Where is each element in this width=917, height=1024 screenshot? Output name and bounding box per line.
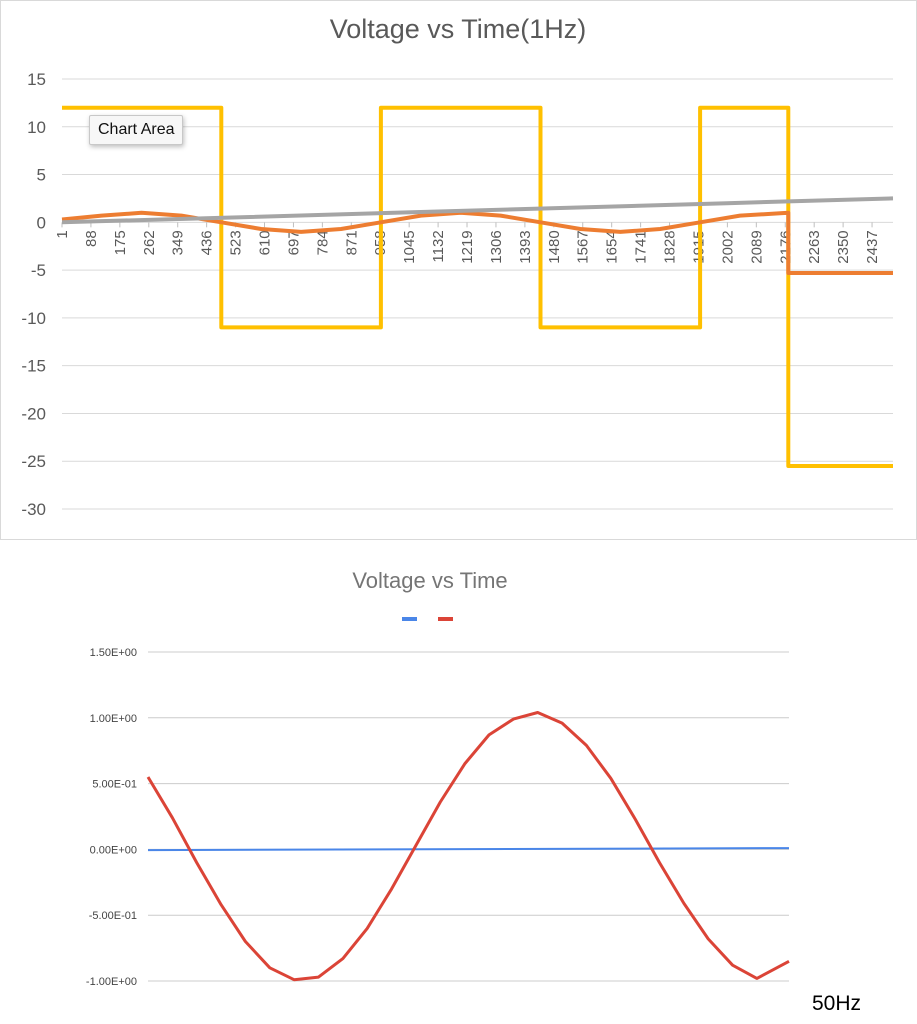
chart-1-series-line-1 (62, 105, 893, 468)
chart-2-legend-swatch-2 (438, 617, 453, 621)
chart-1-y-tick-label: -30 (21, 500, 46, 519)
chart-1-x-tick-label: 1567 (575, 230, 592, 263)
chart-1-x-tick-label: 1654 (604, 230, 621, 263)
chart-1-svg: Voltage vs Time(1Hz) 15 10 5 0 -5 -10 -15 -20 -25… (21, 14, 894, 519)
chart-2-svg: Voltage vs Time 1.50E+00 1.00E+00 5.00E-01 0… (86, 568, 790, 988)
chart-1-title: Voltage vs Time(1Hz) (330, 14, 587, 44)
chart-1-y-tick-label: 5 (37, 166, 46, 185)
chart-1-x-tick-label: 2002 (719, 230, 736, 263)
chart-1-panel: Voltage vs Time(1Hz) 15 10 5 0 -5 -10 -15 -20 -25… (0, 0, 917, 540)
chart-1-x-tick-label: 2263 (806, 230, 823, 263)
chart-2-y-tick-label: 5.00E-01 (92, 779, 137, 791)
chart-2-legend-swatch-1 (402, 617, 417, 621)
chart-1-x-tick-label: 1828 (662, 230, 679, 263)
chart-1-x-tick-label: 697 (285, 230, 302, 255)
chart-1-x-tick-label: 1 (54, 230, 71, 238)
chart-2-title: Voltage vs Time (352, 568, 507, 593)
chart-1-x-tick-label: 1741 (633, 230, 650, 263)
chart-1-x-tick-label: 349 (170, 230, 187, 255)
chart-1-x-tick-label: 784 (314, 230, 331, 255)
chart-1-y-tick-label: -20 (21, 404, 46, 423)
chart-1-x-tick-label: 610 (257, 230, 274, 255)
chart-1-y-tick-label: 15 (27, 70, 46, 89)
chart-1-x-tick-label: 1132 (430, 230, 447, 262)
chart-1-x-tick-label: 2089 (748, 230, 765, 263)
chart-2-y-tick-label: -1.00E+00 (86, 976, 137, 988)
chart-1-y-tick-label: 0 (37, 213, 46, 232)
chart-1-y-tick-label: -25 (21, 452, 46, 471)
chart-1-x-tick-label: 2350 (835, 230, 852, 263)
chart-1-x-tick-label: 2176 (777, 230, 794, 263)
chart-1-x-tick-label: 88 (83, 230, 100, 247)
frequency-note: 50Hz (812, 992, 862, 1015)
chart-1-x-tick-label: 436 (199, 230, 216, 255)
chart-2-series-line-1 (147, 847, 790, 852)
chart-1-x-tick-label: 1393 (517, 230, 534, 263)
chart-1-x-tick-label: 523 (228, 230, 245, 255)
chart-1-x-tick-label: 1219 (459, 230, 476, 263)
chart-2-y-tick-label: 1.50E+00 (90, 647, 137, 659)
chart-1-x-tick-label: 871 (343, 230, 360, 255)
chart-1-y-tick-label: -10 (21, 309, 46, 328)
chart-1-x-tick-label: 1480 (546, 230, 563, 263)
chart-1-x-tick-label: 1045 (401, 230, 418, 263)
chart-1-y-tick-label: -5 (31, 261, 46, 280)
chart-1-y-tick-label: -15 (21, 357, 46, 376)
chart-1-x-tick-label: 262 (141, 230, 158, 255)
chart-area-tooltip: Chart Area (89, 115, 184, 145)
chart-2-series-line-2 (146, 711, 790, 982)
chart-1-y-tick-label: 10 (27, 118, 46, 137)
chart-2-panel: Voltage vs Time 1.50E+00 1.00E+00 5.00E-01 0… (0, 545, 917, 1015)
chart-2-y-tick-label: 0.00E+00 (90, 844, 137, 856)
chart-2-y-tick-label: 1.00E+00 (90, 713, 137, 725)
chart-1-series-line-3 (61, 196, 894, 225)
chart-2-y-tick-label: -5.00E-01 (89, 910, 137, 922)
chart-1-x-tick-label: 1306 (488, 230, 505, 263)
chart-1-x-tick-label: 2437 (864, 230, 881, 263)
chart-1-x-tick-label: 175 (112, 230, 129, 255)
